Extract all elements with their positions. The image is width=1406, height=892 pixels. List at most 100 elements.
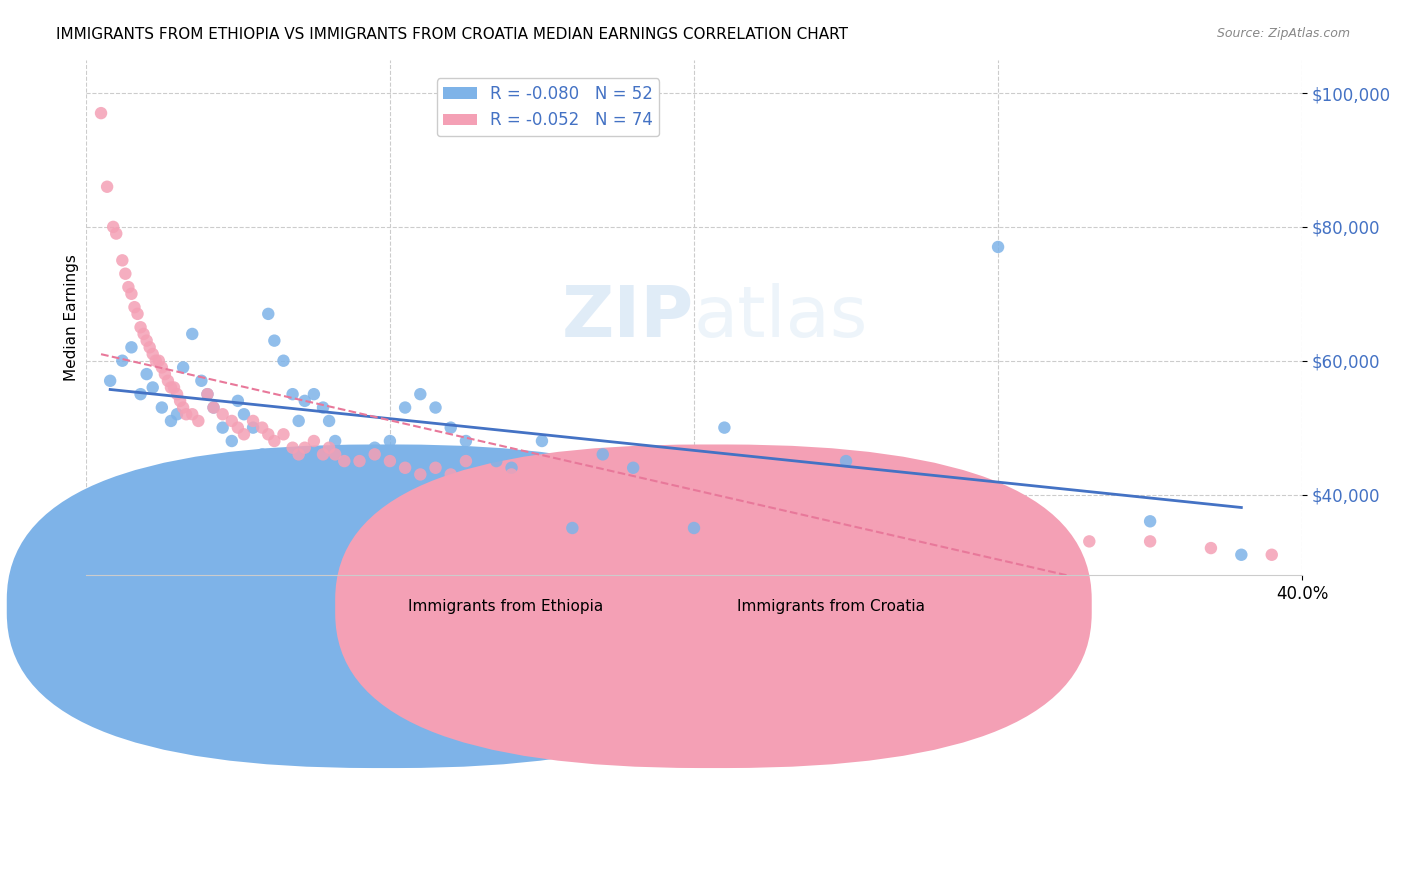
Point [501,460,523,475]
Point [394,460,416,475]
Point [470,467,492,482]
Point [312,401,335,415]
Point [318,441,340,455]
Point [103,219,125,234]
Point [1078,534,1101,549]
Text: Immigrants from Croatia: Immigrants from Croatia [737,599,925,615]
Point [349,454,371,468]
Point [129,320,152,334]
Point [98,374,121,388]
Point [287,447,309,461]
Point [120,340,142,354]
Point [226,420,249,434]
Point [294,441,316,455]
Point [105,227,128,241]
Point [485,474,508,488]
Point [197,387,219,401]
Point [323,447,346,461]
Point [132,326,155,341]
Point [1261,548,1284,562]
Point [470,447,492,461]
Point [440,420,463,434]
Point [221,434,243,448]
Point [111,353,134,368]
Point [287,414,309,428]
Point [896,514,918,528]
Point [318,414,340,428]
Point [160,414,183,428]
Point [181,326,204,341]
Point [150,360,173,375]
Point [364,441,387,455]
Point [621,460,644,475]
Point [312,447,335,461]
Point [835,508,858,522]
Point [96,179,118,194]
Point [250,447,273,461]
Point [273,353,295,368]
Point [120,286,142,301]
Point [117,280,139,294]
Point [202,401,225,415]
Point [440,467,463,482]
Point [150,401,173,415]
Point [333,447,356,461]
Point [190,374,212,388]
Point [713,481,735,495]
Point [257,307,280,321]
Point [202,401,225,415]
Point [127,307,149,321]
Legend: R = -0.080   N = 52, R = -0.052   N = 74: R = -0.080 N = 52, R = -0.052 N = 74 [437,78,659,136]
Point [987,240,1010,254]
Point [773,500,796,515]
Point [1230,548,1253,562]
Point [90,106,112,120]
Point [263,434,285,448]
Point [1139,534,1161,549]
Point [233,427,256,442]
Point [281,441,304,455]
Point [425,401,447,415]
Point [425,460,447,475]
Point [242,420,264,434]
Point [302,434,325,448]
Point [713,420,735,434]
Point [221,414,243,428]
FancyBboxPatch shape [7,444,763,768]
Point [273,427,295,442]
Point [166,387,188,401]
Point [250,420,273,434]
Text: atlas: atlas [695,283,869,351]
Point [409,387,432,401]
Point [394,401,416,415]
Point [281,387,304,401]
Point [364,447,387,461]
Point [129,387,152,401]
Point [114,267,136,281]
Text: IMMIGRANTS FROM ETHIOPIA VS IMMIGRANTS FROM CROATIA MEDIAN EARNINGS CORRELATION : IMMIGRANTS FROM ETHIOPIA VS IMMIGRANTS F… [56,27,848,42]
Point [683,487,706,501]
Point [333,454,356,468]
Point [744,494,766,508]
Point [592,447,614,461]
Point [561,481,583,495]
Point [142,380,165,394]
Point [135,334,157,348]
Point [124,300,146,314]
Point [169,393,191,408]
Point [1199,541,1222,555]
Point [135,367,157,381]
Point [233,407,256,421]
Point [409,467,432,482]
Point [501,467,523,482]
Point [172,401,194,415]
Point [1017,527,1039,541]
Point [153,367,176,381]
Point [166,407,188,421]
Point [142,347,165,361]
Point [956,521,979,535]
Point [156,374,179,388]
Point [530,474,553,488]
Y-axis label: Median Earnings: Median Earnings [63,254,79,381]
Point [323,434,346,448]
